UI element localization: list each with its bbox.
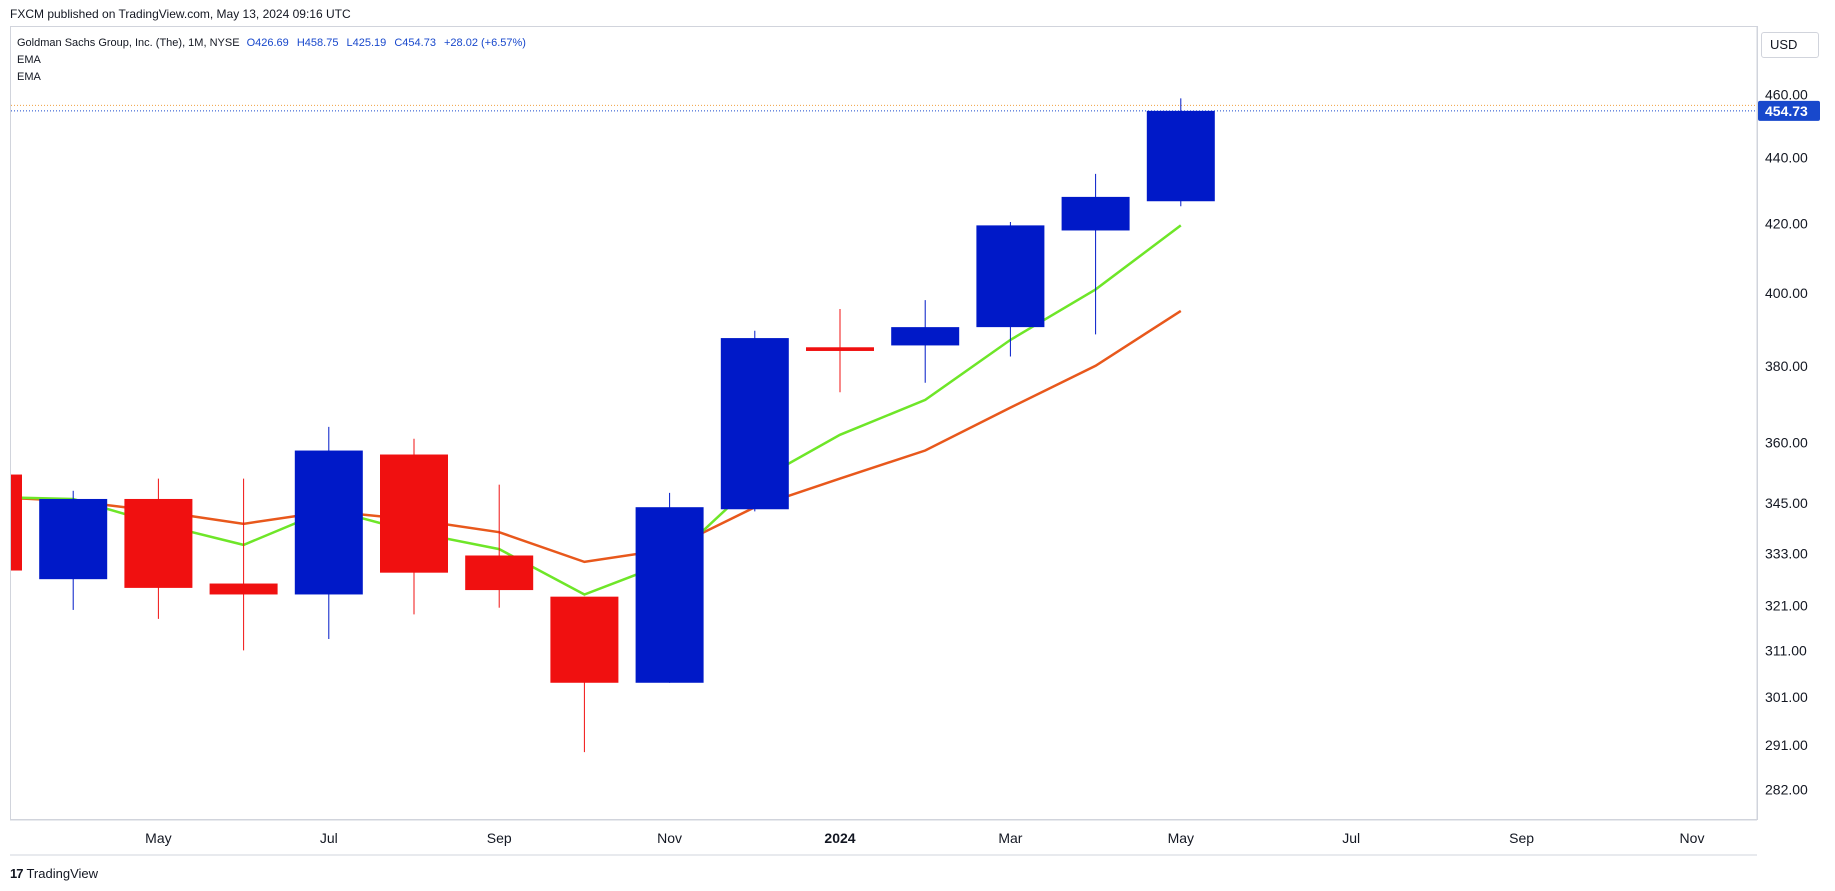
time-tick-label: Jul xyxy=(320,830,338,846)
candle-body xyxy=(294,450,363,595)
currency-button[interactable]: USD xyxy=(1761,32,1819,58)
price-tick-label: 321.00 xyxy=(1765,597,1808,613)
candle-body xyxy=(380,454,448,573)
high-value: H458.75 xyxy=(296,37,339,49)
price-tick-label: 311.00 xyxy=(1765,642,1807,658)
candle-body xyxy=(11,474,22,571)
price-tick-label: 380.00 xyxy=(1765,358,1808,374)
candle xyxy=(39,490,108,610)
price-tick-label: 460.00 xyxy=(1765,86,1808,102)
candle-body xyxy=(550,596,619,683)
price-tick-label: 333.00 xyxy=(1765,545,1808,561)
time-tick-label: 2024 xyxy=(824,830,855,846)
price-tick-label: 301.00 xyxy=(1765,689,1808,705)
candle xyxy=(380,438,448,615)
candle-body xyxy=(976,225,1045,328)
price-tick-label: 282.00 xyxy=(1765,781,1808,797)
brand-name: TradingView xyxy=(26,866,99,881)
tradingview-logo-icon: 17 xyxy=(10,866,24,881)
time-tick-label: Nov xyxy=(1680,830,1705,846)
candle xyxy=(124,478,193,619)
chart-legend: Goldman Sachs Group, Inc. (The), 1M, NYS… xyxy=(17,35,531,86)
candle-body xyxy=(1146,110,1215,202)
last-price-label-bg xyxy=(1758,100,1820,121)
candle-body xyxy=(124,498,193,588)
close-value: C454.73 xyxy=(394,37,436,49)
candle xyxy=(635,492,704,683)
candle-body xyxy=(209,583,278,595)
legend-ema-slow[interactable]: EMA xyxy=(17,71,41,83)
time-axis: May Jul Sep Nov 2024 Mar May Jul Sep Nov xyxy=(145,830,1704,846)
candle xyxy=(976,222,1045,357)
price-lines xyxy=(11,104,1756,112)
candle xyxy=(720,330,789,512)
candle xyxy=(465,484,534,608)
legend-ema-fast[interactable]: EMA xyxy=(17,54,41,66)
candle-body xyxy=(465,555,534,591)
price-tick-label: 360.00 xyxy=(1765,435,1808,451)
candle xyxy=(209,478,278,651)
published-caption: FXCM published on TradingView.com, May 1… xyxy=(10,7,351,21)
candle-body xyxy=(806,347,874,351)
candle-body xyxy=(1061,196,1130,231)
footer-branding: 17 TradingView xyxy=(10,866,98,881)
open-value: O426.69 xyxy=(246,37,289,49)
candle xyxy=(11,474,22,571)
price-tick-label: 345.00 xyxy=(1765,495,1808,511)
candle xyxy=(1146,98,1215,207)
change-value: +28.02 (+6.57%) xyxy=(444,37,526,49)
candle xyxy=(891,300,960,383)
candle-body xyxy=(891,327,960,346)
candle xyxy=(1061,173,1130,335)
legend-symbol-row: Goldman Sachs Group, Inc. (The), 1M, NYS… xyxy=(17,35,531,52)
low-value: L425.19 xyxy=(346,37,387,49)
last-price-label: 454.73 xyxy=(1758,100,1820,121)
price-axis: 282.00 291.00 301.00 311.00 321.00 333.00 345.… xyxy=(1765,86,1808,797)
candle-body xyxy=(635,507,704,683)
symbol-title: Goldman Sachs Group, Inc. (The), 1M, NYS… xyxy=(17,37,240,49)
price-tick-label: 420.00 xyxy=(1765,216,1808,232)
time-tick-label: Sep xyxy=(487,830,512,846)
time-tick-label: Sep xyxy=(1509,830,1534,846)
time-tick-label: Nov xyxy=(657,830,682,846)
candle xyxy=(294,426,363,640)
price-tick-label: 400.00 xyxy=(1765,285,1808,301)
last-price-label-text: 454.73 xyxy=(1765,103,1808,119)
time-tick-label: May xyxy=(145,830,171,846)
time-tick-label: May xyxy=(1168,830,1194,846)
price-tick-label: 440.00 xyxy=(1765,150,1808,166)
time-tick-label: Jul xyxy=(1342,830,1360,846)
candle-body xyxy=(39,498,108,580)
price-tick-label: 291.00 xyxy=(1765,737,1808,753)
candle xyxy=(806,309,874,393)
candle xyxy=(550,596,619,753)
ohlc-values: O426.69 H458.75 L425.19 C454.73 +28.02 (… xyxy=(247,37,531,49)
candle-body xyxy=(720,338,789,510)
time-tick-label: Mar xyxy=(998,830,1022,846)
candles-layer xyxy=(11,98,1215,753)
